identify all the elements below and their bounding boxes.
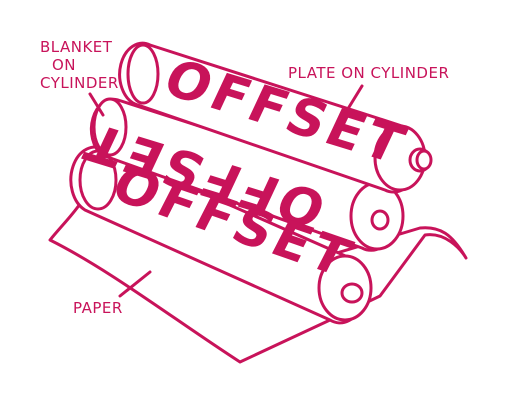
plate-leader-line <box>344 84 364 114</box>
plate-label: PLATE ON CYLINDER <box>288 64 449 82</box>
impression-axle-icon <box>340 282 364 304</box>
paper-label: PAPER <box>73 299 123 317</box>
plate-cylinder <box>118 41 433 194</box>
impression-cylinder <box>69 145 373 325</box>
blanket-axle-icon <box>370 209 390 231</box>
plate-axle-icon <box>415 149 433 171</box>
paper-leader-line <box>118 270 152 298</box>
blanket-label-line3: CYLINDER <box>40 74 119 92</box>
blanket-label-line1: BLANKET <box>40 38 113 56</box>
blanket-label-line2: ON <box>52 56 76 74</box>
blanket-leader-line <box>88 92 105 117</box>
blanket-cylinder <box>89 97 405 252</box>
